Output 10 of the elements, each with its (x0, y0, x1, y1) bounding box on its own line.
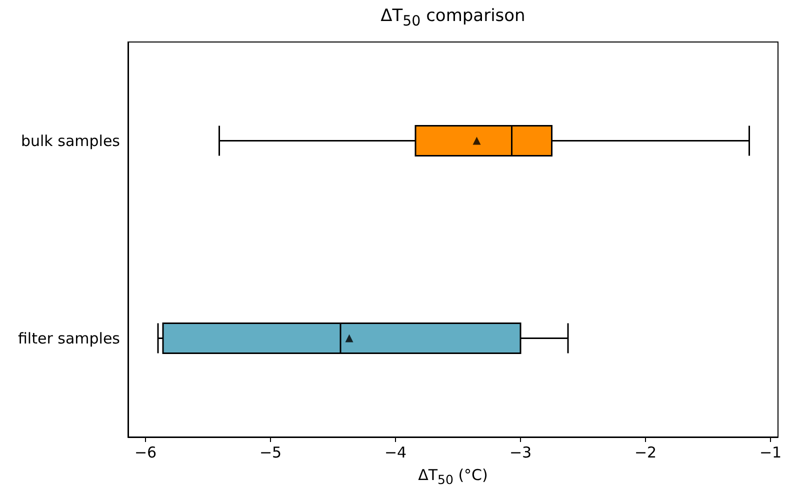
chart-title: ΔT$_{50}$ comparison (380, 6, 526, 30)
x-tick-label: −6 (134, 444, 157, 462)
x-tick-label: −4 (384, 444, 407, 462)
y-tick-label: filter samples (18, 329, 120, 348)
y-tick-label: bulk samples (20, 132, 120, 150)
x-axis-title: ΔT$_{50}$ (°C) (417, 466, 489, 487)
x-tick-label: −5 (259, 444, 282, 462)
x-tick-label: −2 (634, 444, 657, 462)
x-tick-label: −1 (759, 444, 782, 462)
x-tick-label: −3 (509, 444, 532, 462)
